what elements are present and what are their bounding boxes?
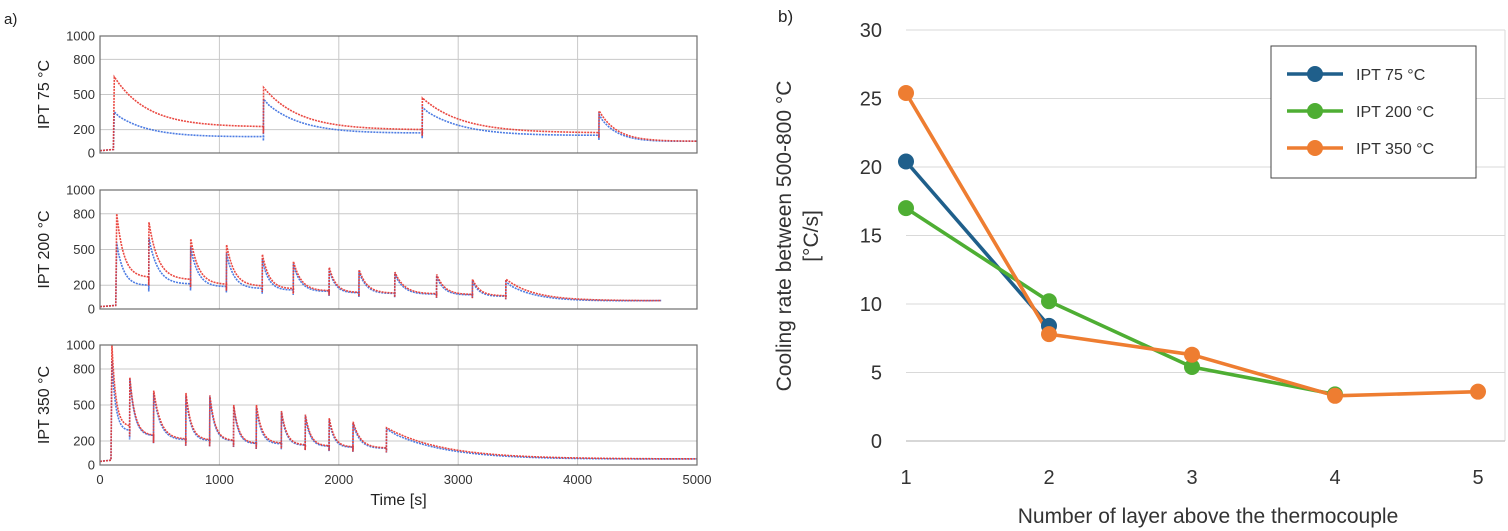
legend-swatch-marker: [1307, 140, 1323, 156]
y-tick-label: 0: [871, 431, 882, 453]
x-tick-label: 4000: [563, 472, 592, 487]
subplot-2: 0 200 500 800 1000 IPT 350 °C: [36, 338, 698, 473]
panel-a-label: a): [4, 11, 17, 28]
y-tick-label: 0: [88, 458, 95, 473]
x-tick-label: 2: [1043, 467, 1054, 489]
y-tick-label: 10: [860, 294, 882, 316]
data-point-ipt350: [898, 85, 914, 102]
subplot-frame: [99, 35, 698, 154]
y-tick-label: 0: [88, 146, 95, 161]
y-tick-label: 1000: [66, 183, 95, 198]
legend-label: IPT 200 °C: [1356, 104, 1434, 121]
y-axis-label-line2: [°C/s]: [800, 210, 823, 262]
y-tick-label: 200: [73, 278, 95, 293]
series-line-ipt200: [905, 206, 1336, 397]
measured-trace: [99, 213, 662, 308]
subplot-0: 0 200 500 800 1000 IPT 75 °C: [36, 29, 698, 161]
x-tick-label: 1000: [205, 472, 234, 487]
y-axis-label: IPT 350 °C: [36, 366, 53, 444]
x-tick-label: 5: [1472, 467, 1483, 489]
subplot-frame: [99, 344, 698, 466]
x-axis-label: Time [s]: [370, 492, 426, 509]
x-tick-label: 2000: [324, 472, 353, 487]
y-tick-label: 20: [860, 157, 882, 179]
x-tick-label: 3: [1186, 467, 1197, 489]
subplot-1: 0 200 500 800 1000 IPT 200 °C: [36, 183, 698, 317]
y-tick-label: 800: [73, 206, 95, 221]
y-axis-label: IPT 75 °C: [36, 60, 53, 129]
data-point-ipt350: [1327, 387, 1343, 404]
data-point-ipt75: [898, 153, 914, 170]
measured-trace: [99, 74, 698, 152]
panel-b-label: b): [778, 7, 793, 26]
y-axis-label-line1: Cooling rate between 500-800 °C: [773, 81, 796, 392]
legend-swatch-marker: [1307, 66, 1323, 82]
x-tick-label: 1: [900, 467, 911, 489]
y-tick-label: 200: [73, 122, 95, 137]
y-tick-label: 25: [860, 89, 882, 111]
y-tick-label: 1000: [66, 29, 95, 44]
y-tick-label: 500: [73, 242, 95, 257]
y-tick-label: 800: [73, 52, 95, 67]
y-tick-label: 15: [860, 226, 882, 248]
legend-swatch-marker: [1307, 103, 1323, 119]
y-tick-label: 200: [73, 434, 95, 449]
data-point-ipt200: [1041, 293, 1057, 310]
legend-label: IPT 350 °C: [1356, 141, 1434, 158]
x-tick-label: 0: [96, 472, 103, 487]
y-tick-label: 1000: [66, 338, 95, 353]
y-tick-label: 5: [871, 363, 882, 385]
y-tick-label: 0: [88, 302, 95, 317]
panel-b-cooling-rate: 0 5 10 15 20 25 30 1 2 3 4 5 Number of layer above t…: [773, 20, 1506, 528]
y-tick-label: 800: [73, 362, 95, 377]
measured-trace: [99, 344, 698, 463]
y-axis-label: IPT 200 °C: [36, 210, 53, 288]
data-point-ipt350: [1041, 326, 1057, 343]
x-tick-label: 4: [1329, 467, 1340, 489]
data-point-ipt200: [898, 200, 914, 217]
x-tick-label: 3000: [444, 472, 473, 487]
data-point-ipt200: [1184, 359, 1200, 376]
subplot-frame: [99, 189, 698, 310]
x-tick-label: 5000: [683, 472, 712, 487]
legend-label: IPT 75 °C: [1356, 67, 1425, 84]
data-point-ipt350: [1184, 346, 1200, 363]
y-tick-label: 30: [860, 20, 882, 42]
data-point-ipt350: [1470, 383, 1486, 400]
panel-a-timeseries: 0 200 500 800 1000 IPT 75 °C 0 200 500 800 1000 IPT…: [36, 29, 711, 510]
series-line-ipt75: [904, 160, 1051, 328]
y-tick-label: 500: [73, 398, 95, 413]
y-tick-label: 500: [73, 87, 95, 102]
x-axis-label: Number of layer above the thermocouple: [1018, 505, 1399, 528]
